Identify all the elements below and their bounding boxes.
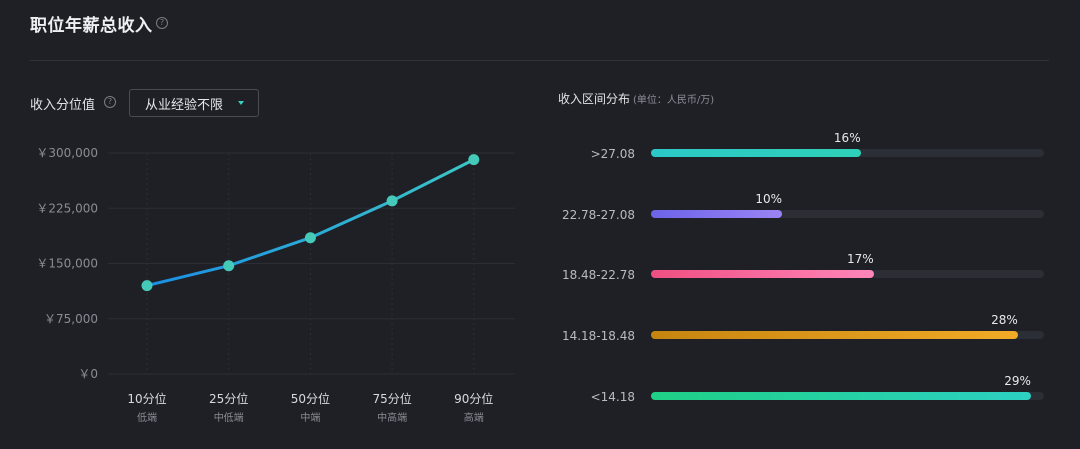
data-point[interactable] — [304, 232, 316, 244]
x-tick-label: 75分位 — [372, 391, 411, 406]
y-tick-label: ￥75,000 — [44, 312, 98, 326]
experience-dropdown[interactable]: 从业经验不限 — [129, 89, 259, 117]
data-point[interactable] — [468, 154, 480, 166]
data-point[interactable] — [223, 260, 235, 272]
bar-fill[interactable] — [651, 149, 861, 157]
y-tick-label: ￥150,000 — [36, 257, 98, 271]
x-tick-label: 50分位 — [291, 391, 330, 406]
y-tick-label: ￥0 — [78, 367, 98, 381]
bar-fill[interactable] — [651, 209, 782, 218]
bar-track — [651, 331, 1044, 340]
y-tick-label: ￥225,000 — [36, 201, 98, 215]
distribution-title: 收入区间分布 — [558, 92, 631, 106]
bar-value-label: 28% — [991, 313, 1018, 328]
bar-value-label: 29% — [1004, 373, 1031, 388]
bar-category-label: 22.78-27.08 — [561, 207, 635, 222]
distribution-unit: (单位：人民币/万) — [633, 95, 715, 106]
data-point[interactable] — [141, 280, 153, 292]
bar-fill[interactable] — [651, 331, 1018, 340]
x-tick-sublabel: 中高端 — [377, 411, 407, 424]
bar-value-label: 10% — [755, 191, 782, 206]
divider — [30, 60, 1049, 61]
experience-dropdown-value: 从业经验不限 — [145, 97, 224, 113]
y-tick-label: ￥300,000 — [36, 146, 98, 160]
x-tick-sublabel: 中低端 — [214, 411, 244, 424]
data-point[interactable] — [386, 195, 398, 207]
bar-track — [651, 209, 1044, 218]
x-tick-sublabel: 高端 — [464, 411, 484, 424]
bar-track — [651, 149, 1044, 157]
percentile-label: 收入分位值 — [30, 98, 96, 113]
bar-category-label: 18.48-22.78 — [561, 268, 635, 283]
page-title: 职位年薪总收入 — [30, 16, 153, 36]
bar-category-label: 14.18-18.48 — [561, 329, 635, 344]
caret-down-icon — [238, 101, 244, 105]
bar-value-label: 17% — [847, 252, 874, 267]
x-tick-label: 90分位 — [454, 391, 493, 406]
bar-fill[interactable] — [651, 270, 874, 279]
bar-track — [651, 391, 1044, 400]
bar-category-label: <14.18 — [590, 389, 635, 404]
percentile-help-icon[interactable]: ? — [104, 96, 116, 108]
x-tick-sublabel: 低端 — [137, 411, 157, 424]
help-icon[interactable]: ? — [156, 17, 168, 29]
bar-value-label: 16% — [833, 131, 861, 145]
bar-fill[interactable] — [651, 391, 1031, 400]
bar-category-label: >27.08 — [590, 147, 635, 161]
x-tick-label: 25分位 — [209, 391, 248, 406]
bar-track — [651, 270, 1044, 279]
x-tick-label: 10分位 — [127, 391, 166, 406]
distribution-label: 收入区间分布 (单位：人民币/万) — [558, 90, 714, 107]
x-tick-sublabel: 中端 — [300, 411, 320, 424]
